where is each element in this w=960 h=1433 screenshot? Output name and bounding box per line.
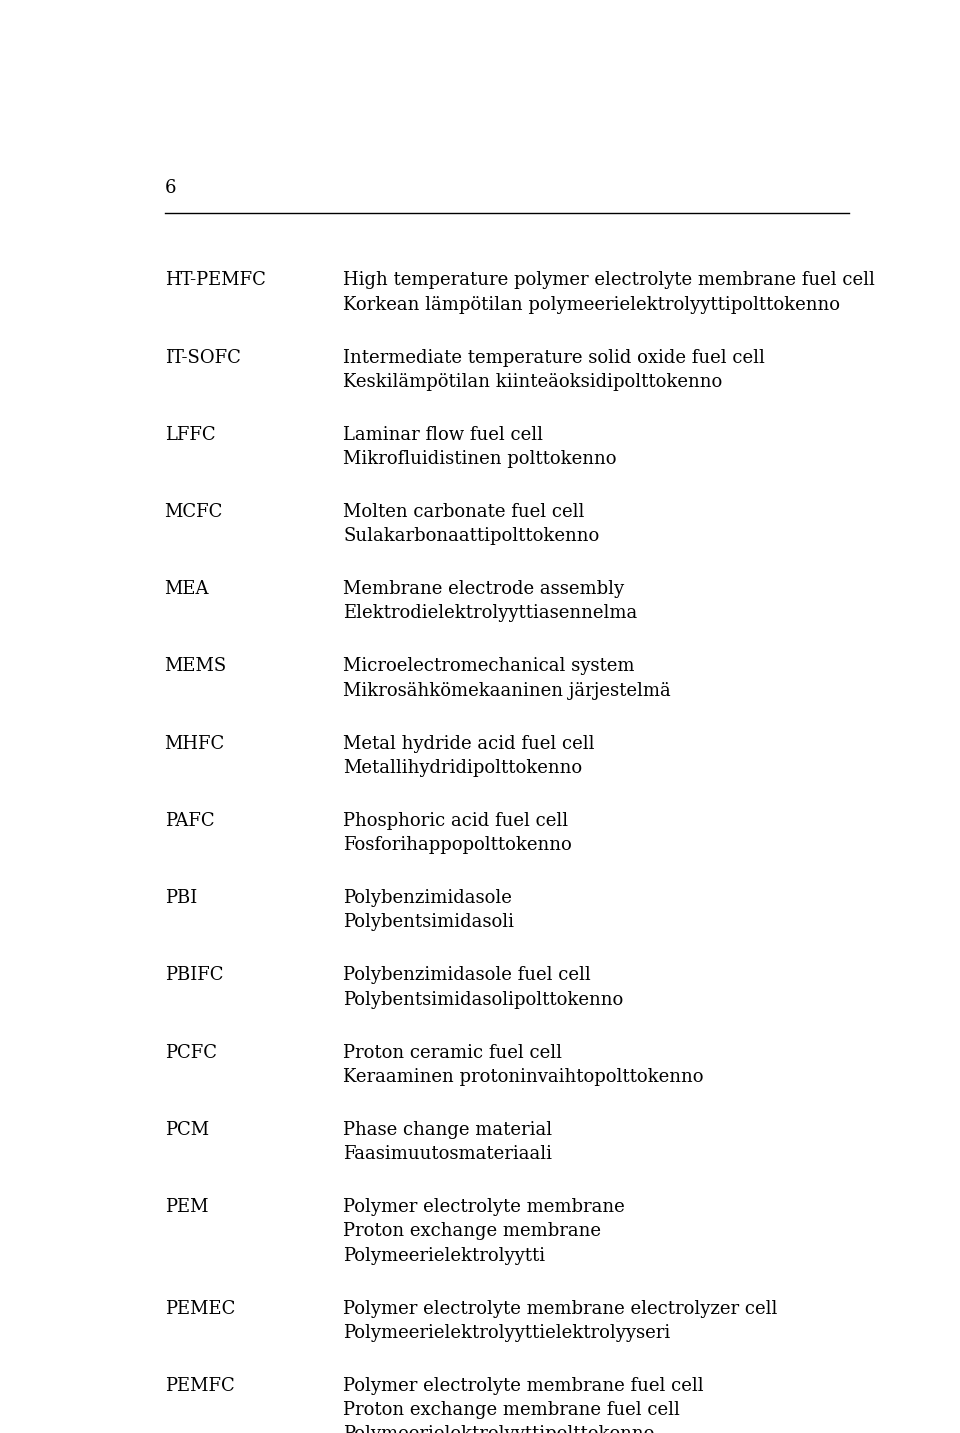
Text: Keskilämpötilan kiinteäoksidipolttokenno: Keskilämpötilan kiinteäoksidipolttokenno	[344, 373, 723, 391]
Text: Polymer electrolyte membrane: Polymer electrolyte membrane	[344, 1198, 625, 1217]
Text: Mikrosähkömekaaninen järjestelmä: Mikrosähkömekaaninen järjestelmä	[344, 682, 671, 699]
Text: Intermediate temperature solid oxide fuel cell: Intermediate temperature solid oxide fue…	[344, 348, 765, 367]
Text: MHFC: MHFC	[165, 735, 225, 752]
Text: Polymer electrolyte membrane fuel cell: Polymer electrolyte membrane fuel cell	[344, 1377, 704, 1394]
Text: PBI: PBI	[165, 890, 197, 907]
Text: 6: 6	[165, 179, 176, 198]
Text: Molten carbonate fuel cell: Molten carbonate fuel cell	[344, 503, 585, 522]
Text: Proton exchange membrane fuel cell: Proton exchange membrane fuel cell	[344, 1401, 680, 1419]
Text: Polymeerielektrolyyttielektrolyyseri: Polymeerielektrolyyttielektrolyyseri	[344, 1324, 670, 1341]
Text: Polymeerielektrolyytti: Polymeerielektrolyytti	[344, 1247, 545, 1265]
Text: Polybentsimidasolipolttokenno: Polybentsimidasolipolttokenno	[344, 990, 623, 1009]
Text: Polymer electrolyte membrane electrolyzer cell: Polymer electrolyte membrane electrolyze…	[344, 1300, 778, 1318]
Text: Polybenzimidasole: Polybenzimidasole	[344, 890, 512, 907]
Text: LFFC: LFFC	[165, 426, 215, 444]
Text: Polymeerielektrolyyttipolttokenno: Polymeerielektrolyyttipolttokenno	[344, 1426, 655, 1433]
Text: PEM: PEM	[165, 1198, 208, 1217]
Text: Metal hydride acid fuel cell: Metal hydride acid fuel cell	[344, 735, 594, 752]
Text: MEA: MEA	[165, 580, 209, 598]
Text: Metallihydridipolttokenno: Metallihydridipolttokenno	[344, 759, 583, 777]
Text: PBIFC: PBIFC	[165, 966, 223, 984]
Text: Fosforihappopolttokenno: Fosforihappopolttokenno	[344, 837, 572, 854]
Text: Microelectromechanical system: Microelectromechanical system	[344, 658, 635, 675]
Text: Laminar flow fuel cell: Laminar flow fuel cell	[344, 426, 543, 444]
Text: PEMFC: PEMFC	[165, 1377, 234, 1394]
Text: PCM: PCM	[165, 1121, 208, 1139]
Text: High temperature polymer electrolyte membrane fuel cell: High temperature polymer electrolyte mem…	[344, 271, 876, 289]
Text: MEMS: MEMS	[165, 658, 227, 675]
Text: IT-SOFC: IT-SOFC	[165, 348, 241, 367]
Text: Phosphoric acid fuel cell: Phosphoric acid fuel cell	[344, 813, 568, 830]
Text: Sulakarbonaattipolttokenno: Sulakarbonaattipolttokenno	[344, 527, 599, 546]
Text: MCFC: MCFC	[165, 503, 223, 522]
Text: PEMEC: PEMEC	[165, 1300, 235, 1318]
Text: Korkean lämpötilan polymeerielektrolyyttipolttokenno: Korkean lämpötilan polymeerielektrolyytt…	[344, 295, 840, 314]
Text: Mikrofluidistinen polttokenno: Mikrofluidistinen polttokenno	[344, 450, 616, 469]
Text: Proton exchange membrane: Proton exchange membrane	[344, 1222, 601, 1241]
Text: Polybentsimidasoli: Polybentsimidasoli	[344, 913, 515, 931]
Text: Proton ceramic fuel cell: Proton ceramic fuel cell	[344, 1043, 563, 1062]
Text: Membrane electrode assembly: Membrane electrode assembly	[344, 580, 624, 598]
Text: Elektrodielektrolyyttiasennelma: Elektrodielektrolyyttiasennelma	[344, 605, 637, 622]
Text: PAFC: PAFC	[165, 813, 214, 830]
Text: PCFC: PCFC	[165, 1043, 217, 1062]
Text: HT-PEMFC: HT-PEMFC	[165, 271, 266, 289]
Text: Faasimuutosmateriaali: Faasimuutosmateriaali	[344, 1145, 552, 1164]
Text: Phase change material: Phase change material	[344, 1121, 552, 1139]
Text: Polybenzimidasole fuel cell: Polybenzimidasole fuel cell	[344, 966, 591, 984]
Text: Keraaminen protoninvaihtopolttokenno: Keraaminen protoninvaihtopolttokenno	[344, 1068, 704, 1086]
